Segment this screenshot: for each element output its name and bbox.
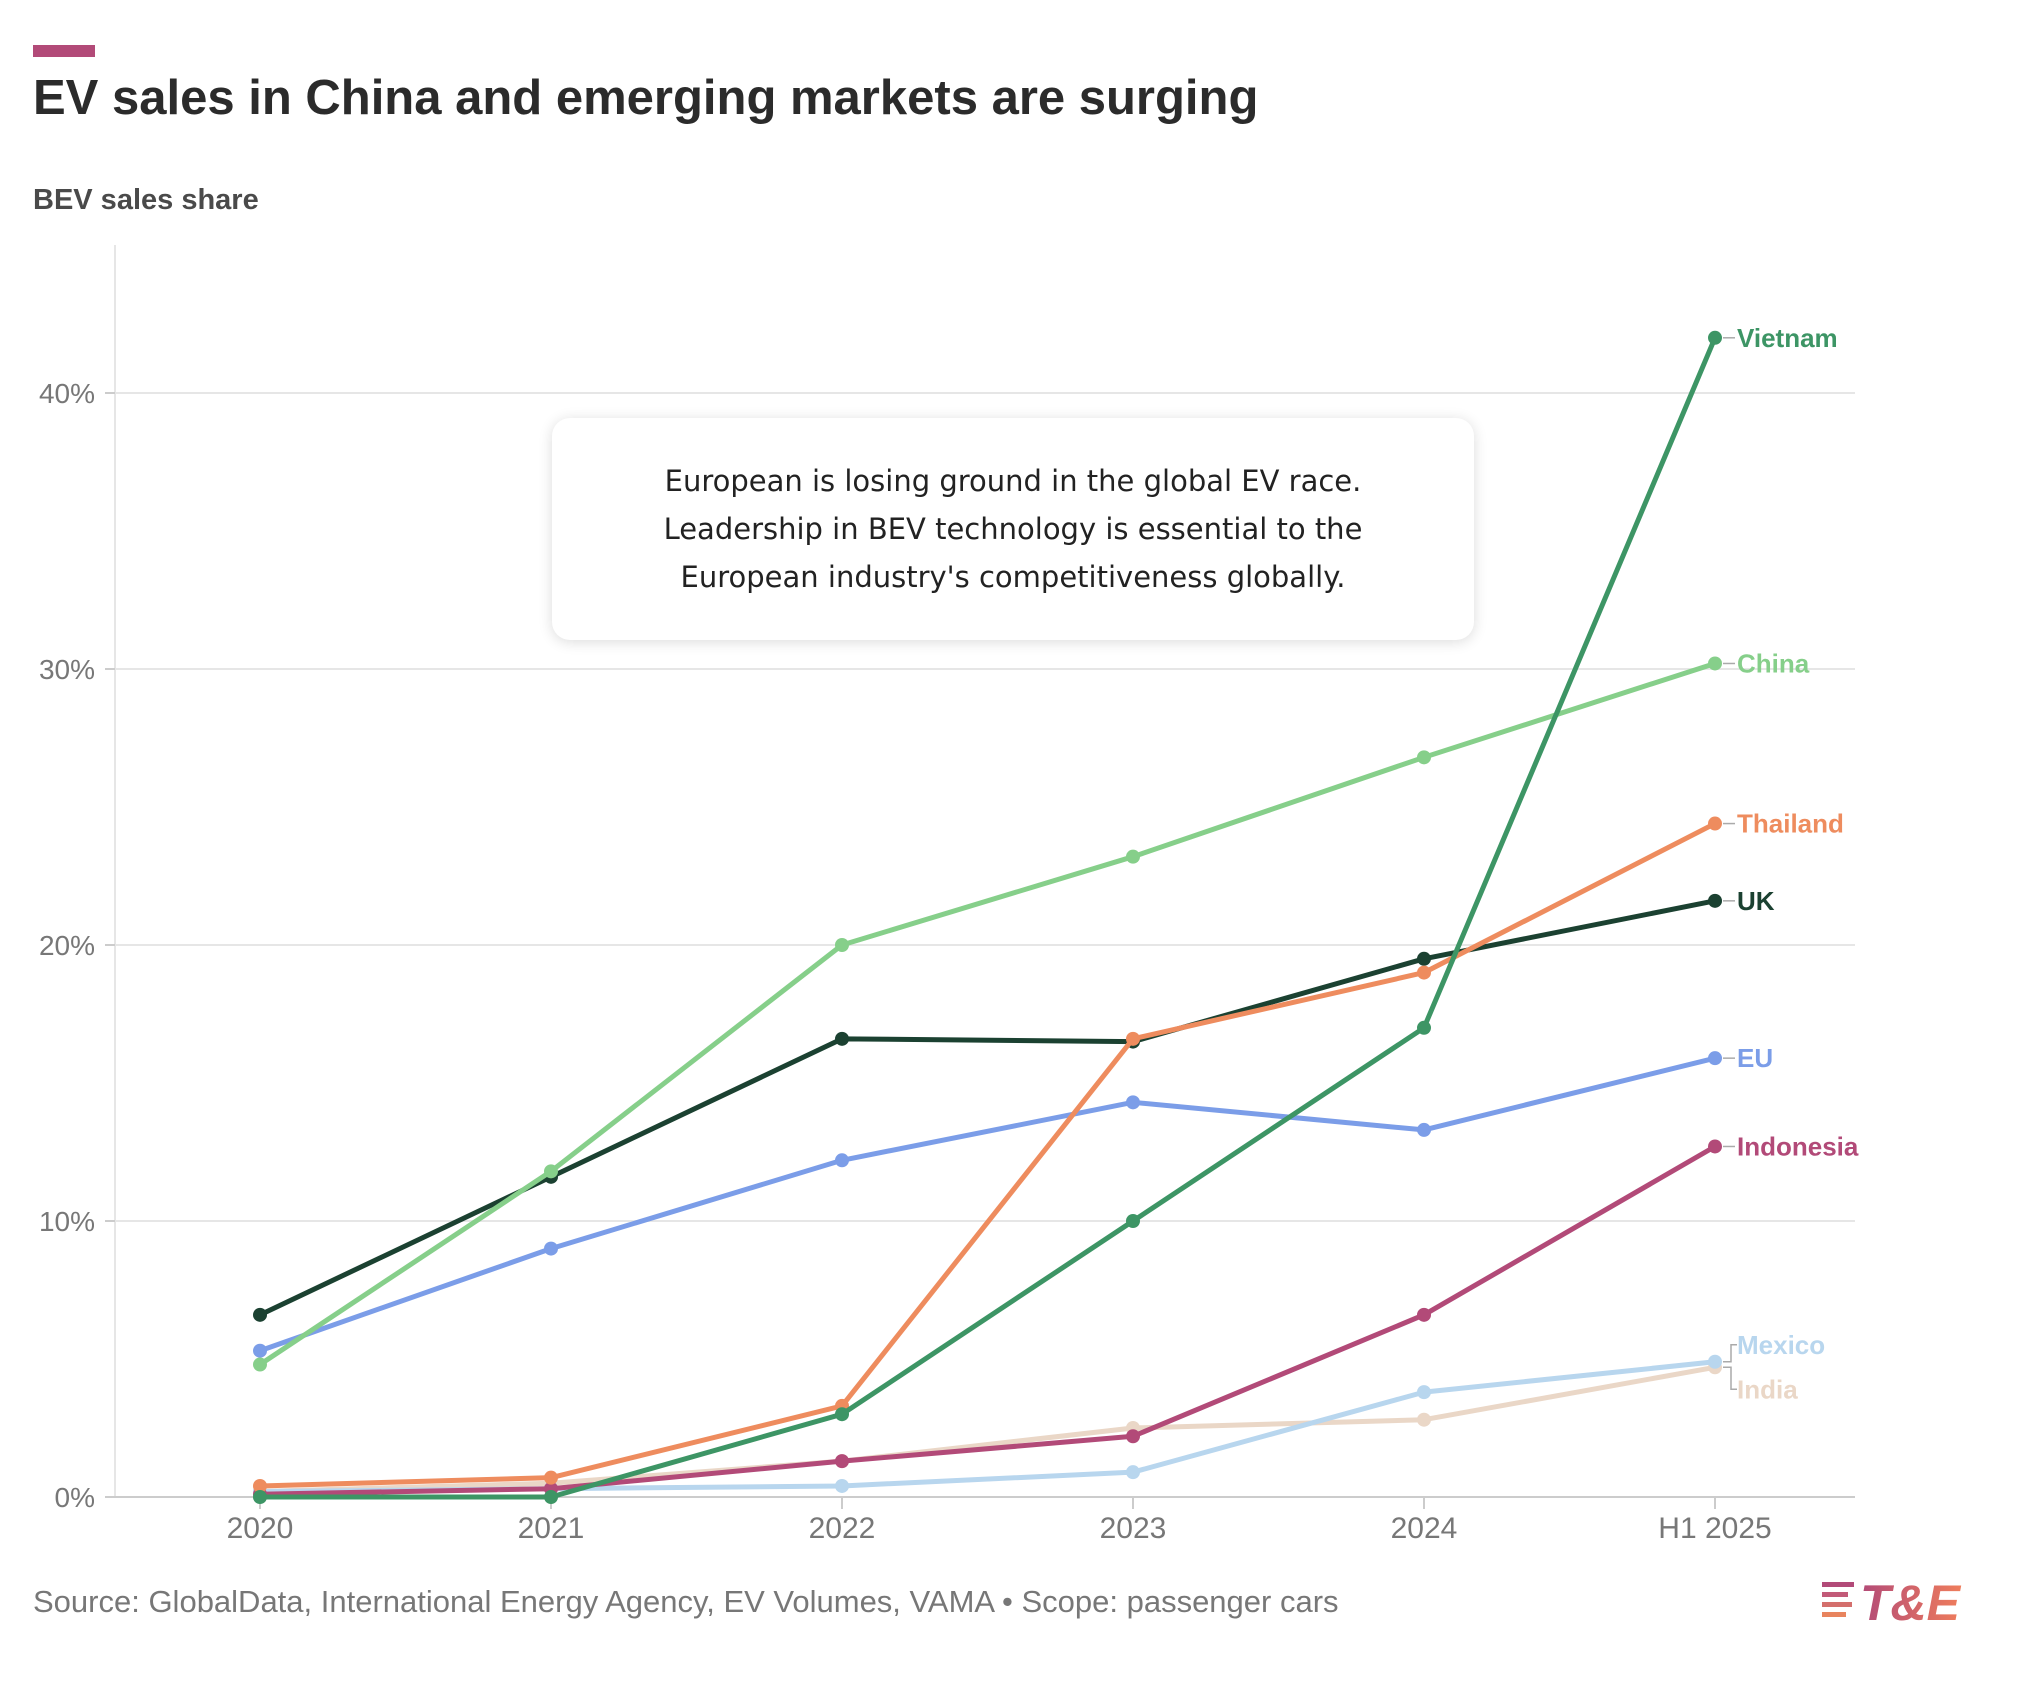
data-point — [253, 1478, 267, 1493]
data-point — [1126, 1031, 1140, 1046]
data-point — [544, 1490, 558, 1504]
data-point — [835, 1153, 849, 1168]
logo-stripes-icon — [1822, 1582, 1854, 1617]
series-line — [257, 821, 1718, 1489]
data-point — [1417, 965, 1431, 980]
data-point — [1126, 1214, 1140, 1228]
data-point — [1708, 656, 1722, 671]
series-china — [253, 656, 1722, 1372]
source-note: Source: GlobalData, International Energy… — [33, 1584, 1339, 1619]
series-label: Indonesia — [1737, 1131, 1859, 1161]
data-point — [1708, 893, 1722, 908]
x-tick-label: 2022 — [809, 1512, 876, 1545]
series-mexico — [253, 1354, 1722, 1499]
y-tick-label: 10% — [39, 1206, 95, 1237]
series-label: UK — [1737, 886, 1775, 916]
series-label: Thailand — [1737, 809, 1844, 839]
series-line — [257, 1359, 1718, 1494]
data-point — [1417, 951, 1431, 966]
data-point — [835, 938, 849, 952]
data-point — [1417, 750, 1431, 765]
data-point — [835, 1478, 849, 1493]
data-point — [1126, 849, 1140, 864]
y-tick-label: 0% — [55, 1482, 95, 1513]
data-point — [544, 1164, 558, 1179]
x-tick-label: 2020 — [227, 1512, 294, 1545]
data-point — [1417, 1307, 1431, 1322]
data-point — [1708, 330, 1722, 345]
data-point — [253, 1357, 267, 1372]
x-tick-label: H1 2025 — [1658, 1512, 1771, 1545]
chart-title: EV sales in China and emerging markets a… — [33, 71, 1259, 125]
chart-subtitle: BEV sales share — [33, 184, 259, 216]
annotation-text: European is losing ground in the global … — [663, 464, 1363, 594]
y-tick-label: 30% — [39, 654, 95, 685]
data-point — [1417, 1020, 1431, 1035]
series-eu — [253, 1051, 1722, 1358]
te-logo: T&E — [1822, 1575, 1962, 1630]
data-point — [1708, 816, 1722, 831]
y-tick-label: 40% — [39, 378, 95, 409]
data-point — [544, 1470, 558, 1485]
data-point — [253, 1490, 267, 1504]
data-point — [253, 1307, 267, 1322]
series-label: Vietnam — [1737, 323, 1838, 353]
data-point — [1126, 1095, 1140, 1110]
data-point — [1126, 1429, 1140, 1444]
series-label: China — [1737, 648, 1810, 678]
label-leader — [1723, 1344, 1737, 1363]
series-vietnam — [253, 330, 1722, 1504]
data-point — [1708, 1051, 1722, 1066]
series-line — [257, 335, 1718, 1500]
data-point — [1417, 1412, 1431, 1427]
data-point — [1708, 1139, 1722, 1154]
x-tick-label: 2021 — [518, 1512, 585, 1545]
logo-wordmark: T&E — [1860, 1575, 1962, 1630]
series-line — [257, 898, 1718, 1318]
series-label: Mexico — [1737, 1330, 1825, 1360]
series-label: EU — [1737, 1043, 1773, 1073]
data-point — [544, 1241, 558, 1256]
y-tick-label: 20% — [39, 930, 95, 961]
data-point — [1126, 1465, 1140, 1480]
series-uk — [253, 893, 1722, 1322]
series-thailand — [253, 816, 1722, 1493]
series-label: India — [1737, 1374, 1798, 1404]
series-line — [257, 1143, 1718, 1497]
data-point — [1417, 1385, 1431, 1400]
data-point — [835, 1454, 849, 1469]
data-point — [835, 1407, 849, 1422]
data-point — [253, 1343, 267, 1358]
data-point — [1708, 1354, 1722, 1369]
title-accent-bar — [33, 45, 95, 57]
x-tick-label: 2023 — [1100, 1512, 1167, 1545]
label-leader — [1723, 1366, 1737, 1391]
annotation-box: European is losing ground in the global … — [552, 418, 1474, 640]
x-tick-label: 2024 — [1391, 1512, 1458, 1545]
series-line — [257, 1364, 1718, 1494]
series-line — [257, 1055, 1718, 1354]
data-point — [1417, 1122, 1431, 1137]
data-point — [835, 1031, 849, 1046]
series-line — [257, 660, 1718, 1368]
